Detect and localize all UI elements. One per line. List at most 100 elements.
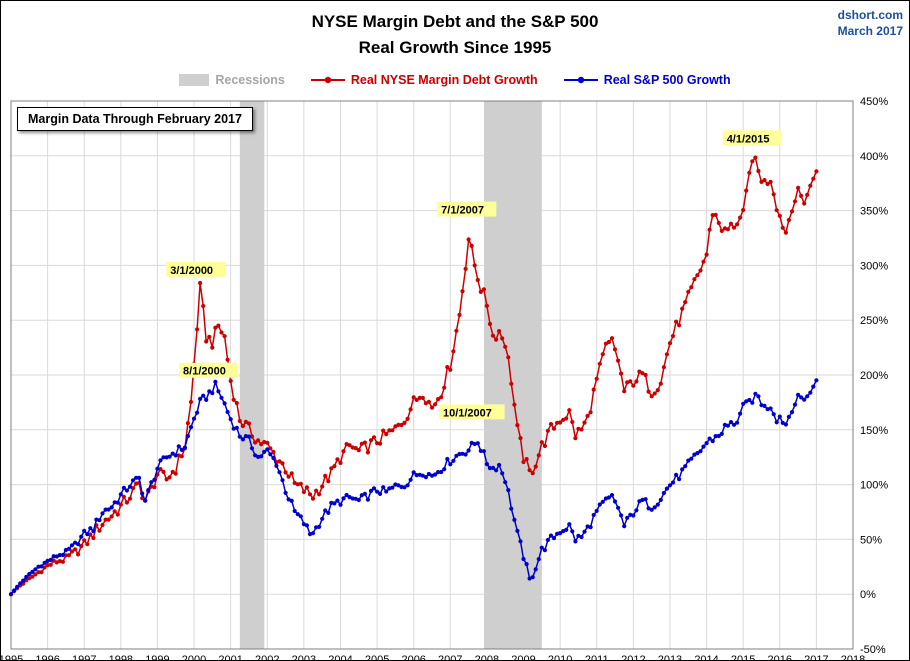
series-point (686, 458, 691, 463)
series-point (253, 440, 258, 445)
series-point (225, 357, 230, 362)
series-point (457, 312, 462, 317)
series-point (487, 466, 493, 471)
x-axis-tick-label: 1998 (109, 654, 133, 661)
series-point (301, 489, 306, 495)
x-axis-tick-label: 2014 (694, 654, 718, 661)
series-point (97, 528, 102, 533)
series-point (88, 526, 93, 531)
series-point (246, 434, 252, 439)
series-point (353, 446, 358, 451)
series-point (231, 397, 236, 402)
legend-item-margin-debt: Real NYSE Margin Debt Growth (310, 73, 538, 87)
annotation-highlight (437, 201, 497, 217)
source-attribution: dshort.com March 2017 (838, 7, 903, 39)
series-point (731, 422, 737, 427)
series-point (408, 477, 413, 482)
series-point (265, 447, 270, 452)
series-point (140, 491, 145, 496)
series-point (146, 488, 151, 493)
series-point (259, 454, 264, 459)
series-point (811, 384, 816, 389)
legend-sp500-label: Real S&P 500 Growth (603, 73, 731, 87)
series-point (457, 451, 462, 457)
series-point (780, 225, 785, 230)
series-point (335, 457, 340, 462)
series-point (487, 321, 493, 327)
series-point (121, 485, 126, 490)
series-point (112, 500, 117, 505)
y-axis-tick-label: 200% (860, 370, 888, 382)
series-point (362, 491, 367, 496)
series-point (69, 549, 75, 554)
series-point (249, 434, 255, 439)
series-point (619, 371, 624, 376)
series-point (728, 420, 734, 425)
series-point (106, 507, 111, 512)
x-axis-tick-label: 2012 (621, 654, 645, 661)
series-point (658, 381, 663, 386)
series-point (582, 529, 587, 534)
series-point (268, 452, 273, 457)
series-point (634, 379, 639, 384)
series-point (39, 570, 44, 575)
series-point (365, 450, 370, 455)
series-point (747, 170, 752, 175)
series-point (124, 500, 129, 505)
y-axis-tick-label: 400% (860, 151, 888, 163)
series-point (735, 222, 740, 227)
x-axis-tick-label: 2008 (475, 654, 499, 661)
y-axis-tick-label: 100% (860, 480, 888, 492)
series-point (518, 436, 523, 441)
series-point (304, 485, 309, 490)
series-point (701, 259, 706, 264)
series-point (622, 524, 627, 529)
series-point (475, 277, 480, 283)
series-point (808, 390, 813, 395)
series-point (176, 444, 181, 449)
series-point (451, 349, 456, 354)
series-point (39, 564, 44, 569)
series-point (18, 581, 23, 586)
axis-labels: 450% 400% 350% 300% 250% 200% 150% 100% 50% 0% -50… (1, 96, 888, 661)
series-point (396, 483, 401, 488)
series-point (625, 515, 630, 521)
series-point (222, 401, 227, 406)
series-point (799, 193, 804, 198)
series-point (768, 406, 773, 411)
series-point (66, 553, 72, 558)
recession-band (483, 101, 542, 649)
series-point (475, 441, 480, 446)
series-point (667, 341, 673, 346)
series-point (573, 436, 578, 441)
series-point (155, 466, 160, 471)
series-point (771, 192, 776, 197)
series-point (661, 365, 667, 370)
series-point (728, 221, 734, 226)
series-point (130, 478, 136, 483)
series-point (631, 513, 636, 518)
series-point (512, 402, 517, 407)
series-point (713, 434, 718, 439)
series-point (719, 228, 724, 233)
series-point (289, 471, 294, 476)
series-point (161, 455, 166, 460)
annotation-label: 3/1/2000 (170, 265, 213, 277)
series-point (161, 469, 166, 474)
series-point (188, 399, 194, 405)
series-point (799, 395, 804, 400)
series-point (680, 467, 685, 472)
series-point (805, 394, 810, 399)
series-point (594, 508, 599, 513)
series-point (109, 514, 114, 519)
series-point (774, 208, 779, 213)
series-point (320, 484, 325, 489)
series-point (536, 453, 541, 458)
series-point (216, 389, 221, 394)
series-point (335, 498, 340, 503)
series-point (423, 475, 428, 480)
series-point (384, 432, 389, 437)
series-point (356, 497, 361, 503)
series-point (545, 537, 551, 543)
